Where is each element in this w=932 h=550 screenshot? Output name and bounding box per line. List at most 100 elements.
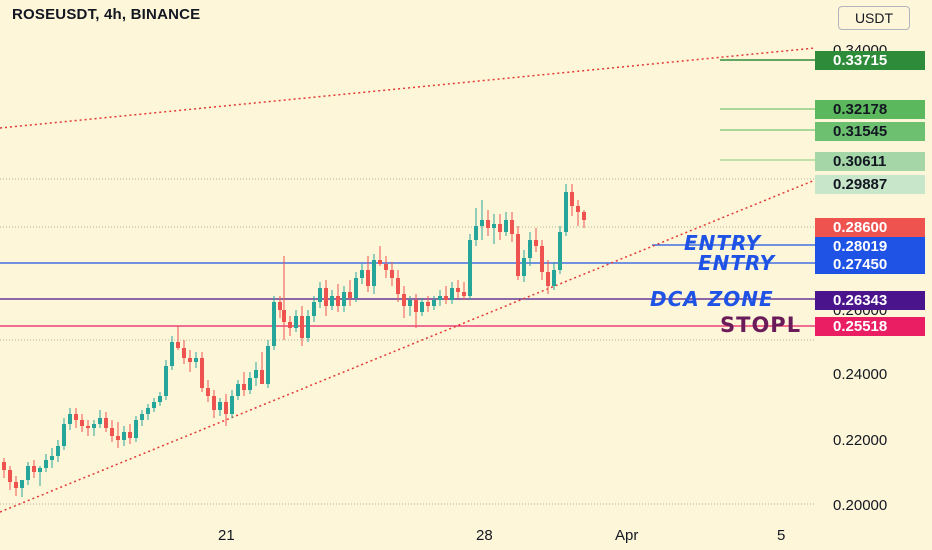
candle-down [176, 342, 180, 348]
candle-down [116, 436, 120, 440]
candle-down [516, 234, 520, 276]
candle-up [152, 402, 156, 408]
currency-button[interactable]: USDT [838, 6, 910, 30]
candle-down [212, 396, 216, 410]
candle-up [450, 288, 454, 300]
candle-down [540, 246, 544, 272]
candle-down [390, 270, 394, 278]
candle-up [218, 402, 222, 410]
lower-trendline [0, 179, 815, 513]
candle-up [360, 270, 364, 278]
candle-down [486, 220, 490, 228]
candle-up [26, 466, 30, 480]
candle-down [86, 426, 90, 428]
candle-down [378, 260, 382, 264]
candle-down [582, 212, 586, 220]
candle-down [576, 206, 580, 212]
candle-down [260, 370, 264, 384]
candle-up [146, 408, 150, 414]
candle-up [474, 226, 478, 240]
price-tick: 0.24000 [833, 366, 888, 383]
candle-up [528, 240, 532, 258]
candle-down [224, 402, 228, 414]
time-label: 21 [218, 527, 235, 544]
price-tag-tp2: 0.31545 [815, 122, 925, 141]
candle-down [182, 348, 186, 358]
candle-up [50, 456, 54, 460]
candle-down [348, 292, 352, 298]
candle-down [32, 466, 36, 472]
candle-down [456, 288, 460, 292]
price-tag-level: 0.29887 [815, 175, 925, 194]
candle-up [230, 396, 234, 414]
stoploss-label: STOPL [720, 313, 802, 337]
candle-up [68, 414, 72, 424]
candle-down [74, 414, 78, 420]
price-tag-entry2: 0.27450 [815, 255, 925, 274]
candle-down [462, 292, 466, 296]
candle-down [8, 470, 12, 482]
candle-down [510, 220, 514, 234]
candle-up [272, 302, 276, 346]
candle-up [318, 288, 322, 302]
price-tag-dca: 0.26343 [815, 291, 925, 310]
candle-down [110, 428, 114, 436]
price-tick: 0.22000 [833, 432, 888, 449]
candle-up [552, 270, 556, 286]
candle-up [140, 414, 144, 420]
candle-up [468, 240, 472, 296]
candle-down [14, 482, 18, 488]
candle-up [164, 366, 168, 396]
candle-down [278, 302, 282, 310]
candle-up [342, 292, 346, 306]
candle-up [170, 342, 174, 366]
candle-up [134, 420, 138, 438]
candle-up [122, 432, 126, 440]
candle-down [546, 272, 550, 286]
time-label: 5 [777, 527, 786, 544]
price-tag-tp4: 0.33715 [815, 51, 925, 70]
candle-down [444, 296, 448, 300]
price-tag-entry1: 0.28019 [815, 237, 925, 256]
candle-up [306, 316, 310, 338]
entry-label-2: ENTRY [698, 251, 776, 275]
candle-up [56, 446, 60, 456]
candle-down [200, 358, 204, 388]
candle-down [282, 310, 286, 322]
candle-down [366, 270, 370, 286]
chart-area[interactable] [0, 0, 815, 520]
candle-down [288, 322, 292, 328]
price-chart[interactable] [0, 0, 815, 520]
candle-down [534, 240, 538, 246]
candle-up [38, 468, 42, 472]
entry-label-1: ENTRY [684, 231, 762, 255]
candle-down [414, 300, 418, 312]
candle-up [492, 224, 496, 228]
candle-up [92, 424, 96, 428]
dca-zone-label: DCA ZONE [650, 287, 774, 311]
candle-up [20, 480, 24, 488]
candle-up [408, 300, 412, 306]
candle-down [188, 358, 192, 362]
candle-up [354, 278, 358, 298]
candle-up [266, 346, 270, 384]
candle-up [44, 460, 48, 468]
candle-down [2, 462, 6, 470]
candle-down [384, 264, 388, 270]
candle-up [420, 302, 424, 312]
candle-up [236, 384, 240, 396]
candle-up [98, 418, 102, 424]
candle-down [570, 192, 574, 206]
price-tag-tp3: 0.32178 [815, 100, 925, 119]
candle-up [480, 220, 484, 226]
candle-up [330, 296, 334, 306]
candle-down [324, 288, 328, 306]
time-label: 28 [476, 527, 493, 544]
price-tag-tp1: 0.30611 [815, 152, 925, 171]
candle-up [62, 424, 66, 446]
candle-up [432, 300, 436, 306]
candle-up [558, 232, 562, 270]
candle-down [206, 388, 210, 396]
candle-up [564, 192, 568, 232]
symbol-title: ROSEUSDT, 4h, BINANCE [12, 6, 201, 23]
